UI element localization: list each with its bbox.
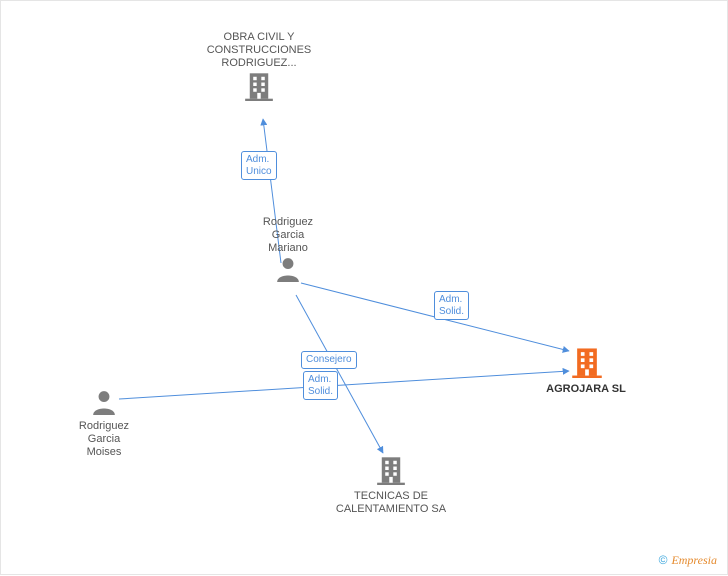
edge-label-adm-unico: Adm. Unico <box>241 151 277 180</box>
node-agrojara[interactable]: AGROJARA SL <box>536 346 636 396</box>
edge-label-consejero: Consejero <box>301 351 357 369</box>
node-label: Rodriguez Garcia Moises <box>64 420 144 460</box>
brand-name: Empresia <box>671 553 717 567</box>
person-icon <box>275 256 301 282</box>
building-icon <box>572 346 600 376</box>
node-mariano[interactable]: Rodriguez Garcia Mariano <box>248 216 328 287</box>
diagram-canvas: Adm. Unico Adm. Solid. Consejero Adm. So… <box>0 0 728 575</box>
node-tecnicas[interactable]: TECNICAS DE CALENTAMIENTO SA <box>321 455 461 516</box>
edge-label-adm-solid-1: Adm. Solid. <box>434 291 469 320</box>
node-label: OBRA CIVIL Y CONSTRUCCIONES RODRIGUEZ... <box>199 31 319 71</box>
node-moises[interactable]: Rodriguez Garcia Moises <box>64 389 144 460</box>
edge-moises-agrojara <box>119 371 569 399</box>
copyright-symbol: © <box>659 553 668 567</box>
node-label: AGROJARA SL <box>536 383 636 396</box>
edge-label-adm-solid-2: Adm. Solid. <box>303 371 338 400</box>
node-label: Rodriguez Garcia Mariano <box>248 216 328 256</box>
building-icon <box>377 455 405 485</box>
node-label: TECNICAS DE CALENTAMIENTO SA <box>321 490 461 516</box>
watermark: ©Empresia <box>659 553 717 568</box>
person-icon <box>91 389 117 415</box>
building-icon <box>245 71 273 101</box>
node-obra-civil[interactable]: OBRA CIVIL Y CONSTRUCCIONES RODRIGUEZ... <box>199 31 319 106</box>
